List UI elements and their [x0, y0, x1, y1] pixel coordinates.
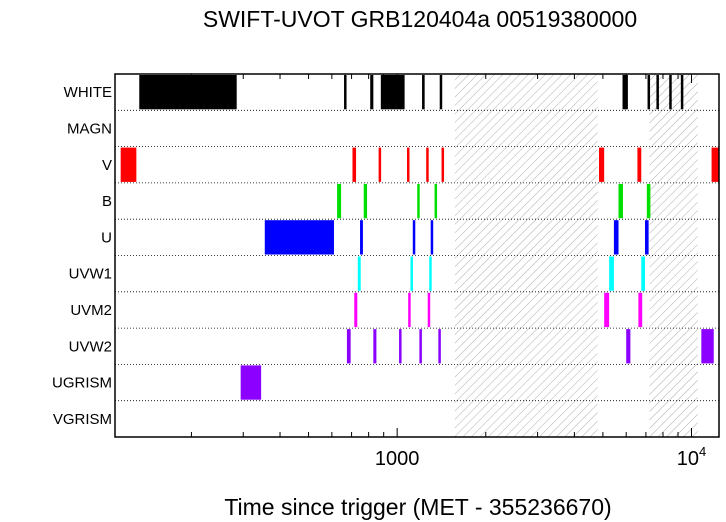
exposure-bar-b — [646, 183, 651, 219]
filter-label-uvm2: UVM2 — [70, 302, 112, 319]
exposure-bar-u — [613, 220, 619, 255]
exposure-bar-b — [618, 183, 623, 219]
x-tick-label: 1000 — [375, 448, 420, 470]
exposure-bar-ugrism — [240, 365, 262, 400]
exposure-bar-b — [434, 183, 438, 219]
exposure-bar-white — [622, 75, 628, 110]
x-tick-label: 104 — [677, 444, 706, 470]
exposure-bar-u — [644, 220, 649, 255]
exposure-bar-u — [264, 220, 334, 255]
exposure-bar-white — [139, 75, 237, 110]
x-ticks: 1000 104 — [190, 74, 706, 470]
exposure-bar-white — [422, 75, 425, 110]
exposure-bar-uvw1 — [609, 256, 614, 291]
filter-label-uvw1: UVW1 — [69, 266, 112, 283]
bars-layer — [120, 75, 719, 400]
exposure-bar-uvw1 — [357, 256, 361, 291]
exposure-bar-white — [656, 75, 659, 110]
exposure-bar-uvw2 — [399, 329, 402, 364]
exposure-bar-v — [711, 147, 719, 182]
filter-label-b: B — [102, 193, 112, 210]
exposure-bar-b — [337, 183, 342, 219]
filter-label-vgrism: VGRISM — [53, 411, 112, 428]
exposure-bar-uvw1 — [641, 256, 645, 291]
y-labels: WHITE MAGN V B U UVW1 UVM2 UVW2 UGRISM VGRISM — [52, 84, 112, 428]
exposure-bar-b — [417, 183, 420, 219]
exposure-bar-uvm2 — [408, 292, 411, 328]
exposure-bar-white — [439, 75, 443, 110]
exposure-bar-uvw2 — [419, 329, 422, 364]
exposure-bar-white — [344, 75, 347, 110]
exposure-bar-uvw2 — [438, 329, 441, 364]
exposure-bar-white — [370, 75, 374, 110]
filter-label-uvw2: UVW2 — [69, 338, 112, 355]
exposure-bar-white — [380, 75, 405, 110]
exposure-bar-uvw2 — [701, 329, 714, 364]
exposure-bar-white — [680, 75, 684, 110]
filter-label-ugrism: UGRISM — [52, 375, 112, 392]
exposure-bar-u — [360, 220, 363, 255]
filter-label-u: U — [101, 229, 112, 246]
exposure-bar-v — [378, 147, 382, 182]
exposure-bar-uvw2 — [346, 329, 351, 364]
exposure-bar-white — [669, 75, 672, 110]
exposure-bar-v — [352, 147, 357, 182]
exposure-bar-v — [599, 147, 605, 182]
exposure-bar-u — [412, 220, 416, 255]
exposure-bar-v — [120, 147, 137, 182]
exposure-bar-v — [441, 147, 445, 182]
exposure-bar-uvm2 — [427, 292, 431, 328]
exposure-bar-uvm2 — [638, 292, 643, 328]
plot-frame — [114, 73, 720, 438]
exposure-bar-uvw2 — [373, 329, 377, 364]
exposure-bar-uvm2 — [354, 292, 358, 328]
exposure-bar-b — [363, 183, 368, 219]
exposure-bar-v — [406, 147, 410, 182]
filter-label-white: WHITE — [64, 84, 112, 101]
exposure-bar-white — [647, 75, 651, 110]
exposure-bar-u — [430, 220, 434, 255]
exposure-bar-v — [637, 147, 642, 182]
exposure-bar-uvw1 — [410, 256, 413, 291]
x-axis-label: Time since trigger (MET - 355236670) — [224, 494, 611, 520]
chart-title: SWIFT-UVOT GRB120404a 00519380000 — [203, 6, 637, 32]
filter-label-magn: MAGN — [67, 120, 112, 137]
filter-label-v: V — [102, 157, 112, 174]
exposure-bar-uvw1 — [429, 256, 432, 291]
exposure-bar-uvw2 — [626, 329, 631, 364]
exposure-bar-uvm2 — [604, 292, 610, 328]
exposure-bar-v — [426, 147, 429, 182]
